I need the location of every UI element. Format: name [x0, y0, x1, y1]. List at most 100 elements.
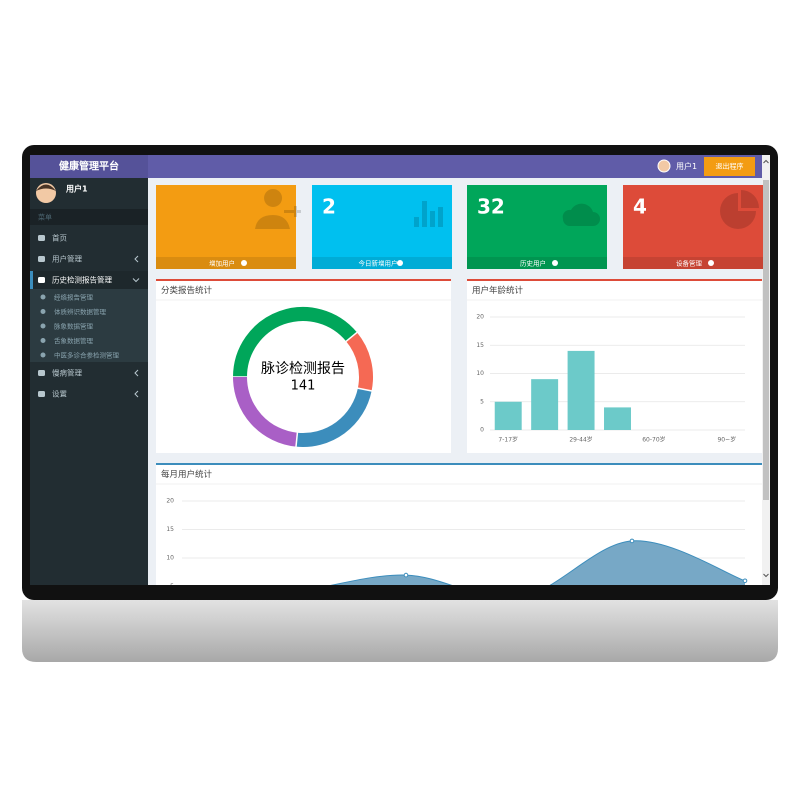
menu-icon — [38, 235, 45, 241]
x-tick-label: 60-70岁 — [642, 436, 665, 444]
stat-footer[interactable] — [312, 257, 452, 269]
y-tick-label: 10 — [476, 370, 484, 377]
menu-item[interactable]: 用户管理 — [52, 254, 82, 264]
stat-icon — [255, 189, 301, 229]
stat-label[interactable]: 增加用户 — [209, 259, 235, 268]
stat-icon — [562, 203, 600, 226]
avatar-hair — [36, 184, 56, 191]
bar — [604, 407, 631, 430]
submenu-icon — [40, 338, 46, 343]
area-point — [629, 538, 635, 544]
segment-gap — [295, 431, 299, 448]
stat-value: 4 — [633, 195, 647, 219]
menu-icon — [38, 256, 45, 262]
menu-item-active-bg — [30, 271, 148, 289]
submenu-item[interactable]: 经络报告管理 — [54, 293, 94, 302]
logo-bg — [30, 155, 148, 178]
header-user[interactable]: 用户1 — [676, 161, 697, 171]
stat-box — [467, 185, 607, 269]
submenu-bg — [30, 289, 148, 362]
menu-item[interactable]: 设置 — [52, 389, 67, 399]
menu-chevron — [134, 369, 139, 377]
header-avatar — [657, 159, 671, 173]
doughnut-segment — [233, 307, 357, 378]
y-tick-label: 5 — [480, 398, 484, 405]
area-line — [330, 540, 746, 585]
y-tick-label: 0 — [480, 427, 484, 434]
panel-top-border — [156, 279, 451, 281]
header-bar — [30, 155, 770, 178]
stat-label[interactable]: 今日新增用户 — [359, 259, 398, 268]
sidebar — [30, 178, 148, 585]
sidebar-user: 用户1 — [65, 184, 88, 194]
area-point — [403, 572, 409, 578]
submenu-icon — [40, 323, 46, 329]
logout-button[interactable] — [704, 157, 755, 176]
screen: 健康管理平台 用户1 退出程序用户1菜单首页用户管理历史检测报告管理经络报告管理体质… — [30, 155, 770, 590]
stat-box — [156, 185, 296, 269]
submenu-item[interactable]: 中医多诊合参检测管理 — [54, 351, 120, 360]
menu-chevron — [134, 390, 139, 398]
submenu-item[interactable]: 体质辨识数据管理 — [54, 307, 107, 316]
stat-value: 32 — [477, 195, 505, 219]
menu-icon — [38, 391, 45, 397]
doughnut-total: 141 — [291, 379, 316, 394]
logout-label[interactable]: 退出程序 — [716, 162, 744, 171]
submenu-item[interactable]: 舌象数据管理 — [54, 336, 94, 345]
y-tick-label: 20 — [476, 314, 484, 321]
panel-title: 用户年龄统计 — [472, 285, 524, 296]
stat-arrow-icon — [552, 260, 558, 266]
app-title: 健康管理平台 — [59, 160, 119, 173]
stat-label[interactable]: 历史用户 — [520, 259, 546, 268]
submenu-icon — [40, 309, 46, 314]
scroll-up-arrow — [763, 159, 769, 164]
segment-gap — [356, 387, 373, 392]
scroll-down-arrow — [763, 573, 769, 578]
menu-chevron — [134, 255, 139, 263]
stat-arrow-icon — [397, 260, 403, 266]
stat-value: 2 — [322, 195, 336, 219]
stat-arrow-icon — [708, 260, 714, 266]
panel-top-border — [467, 279, 762, 281]
panel-title: 每月用户统计 — [161, 469, 213, 480]
submenu-icon — [40, 294, 46, 300]
menu-item[interactable]: 历史检测报告管理 — [52, 275, 112, 285]
bar — [567, 350, 595, 430]
submenu-item[interactable]: 脉象数据管理 — [54, 322, 94, 331]
bar — [531, 379, 559, 430]
stat-icon — [414, 201, 443, 227]
bar — [494, 401, 522, 430]
x-tick-label: 90~岁 — [717, 436, 736, 444]
y-tick-label: 15 — [166, 526, 174, 533]
menu-item[interactable]: 首页 — [52, 233, 67, 243]
doughnut-segment — [295, 387, 372, 447]
y-tick-label: 10 — [166, 555, 174, 562]
menu-chevron — [132, 278, 140, 283]
stat-footer[interactable] — [467, 257, 607, 269]
submenu-icon — [40, 352, 46, 358]
monitor-chin — [22, 600, 778, 662]
stat-arrow-icon — [241, 260, 247, 266]
stat-footer[interactable] — [156, 257, 296, 269]
area-fill — [332, 540, 745, 585]
menu-item[interactable]: 慢病管理 — [52, 368, 82, 378]
menu-header: 菜单 — [38, 213, 52, 222]
stat-box — [312, 185, 452, 269]
y-tick-label: 5 — [170, 583, 174, 590]
stat-icon — [720, 190, 759, 229]
segment-gap — [344, 331, 359, 343]
panel-top-border — [156, 463, 762, 465]
doughnut-segment — [233, 376, 298, 447]
doughnut-segment — [345, 332, 373, 391]
stat-label[interactable]: 设备管理 — [676, 259, 703, 268]
menu-active-indicator — [30, 271, 33, 289]
doughnut-center-label: 脉诊检测报告 — [261, 361, 345, 377]
area-point — [742, 578, 748, 584]
y-tick-label: 15 — [476, 342, 484, 349]
menu-icon — [38, 277, 45, 283]
stat-box — [623, 185, 763, 269]
panel-title: 分类报告统计 — [161, 285, 213, 296]
stat-footer[interactable] — [623, 257, 763, 269]
x-tick-label: 7-17岁 — [498, 436, 518, 444]
